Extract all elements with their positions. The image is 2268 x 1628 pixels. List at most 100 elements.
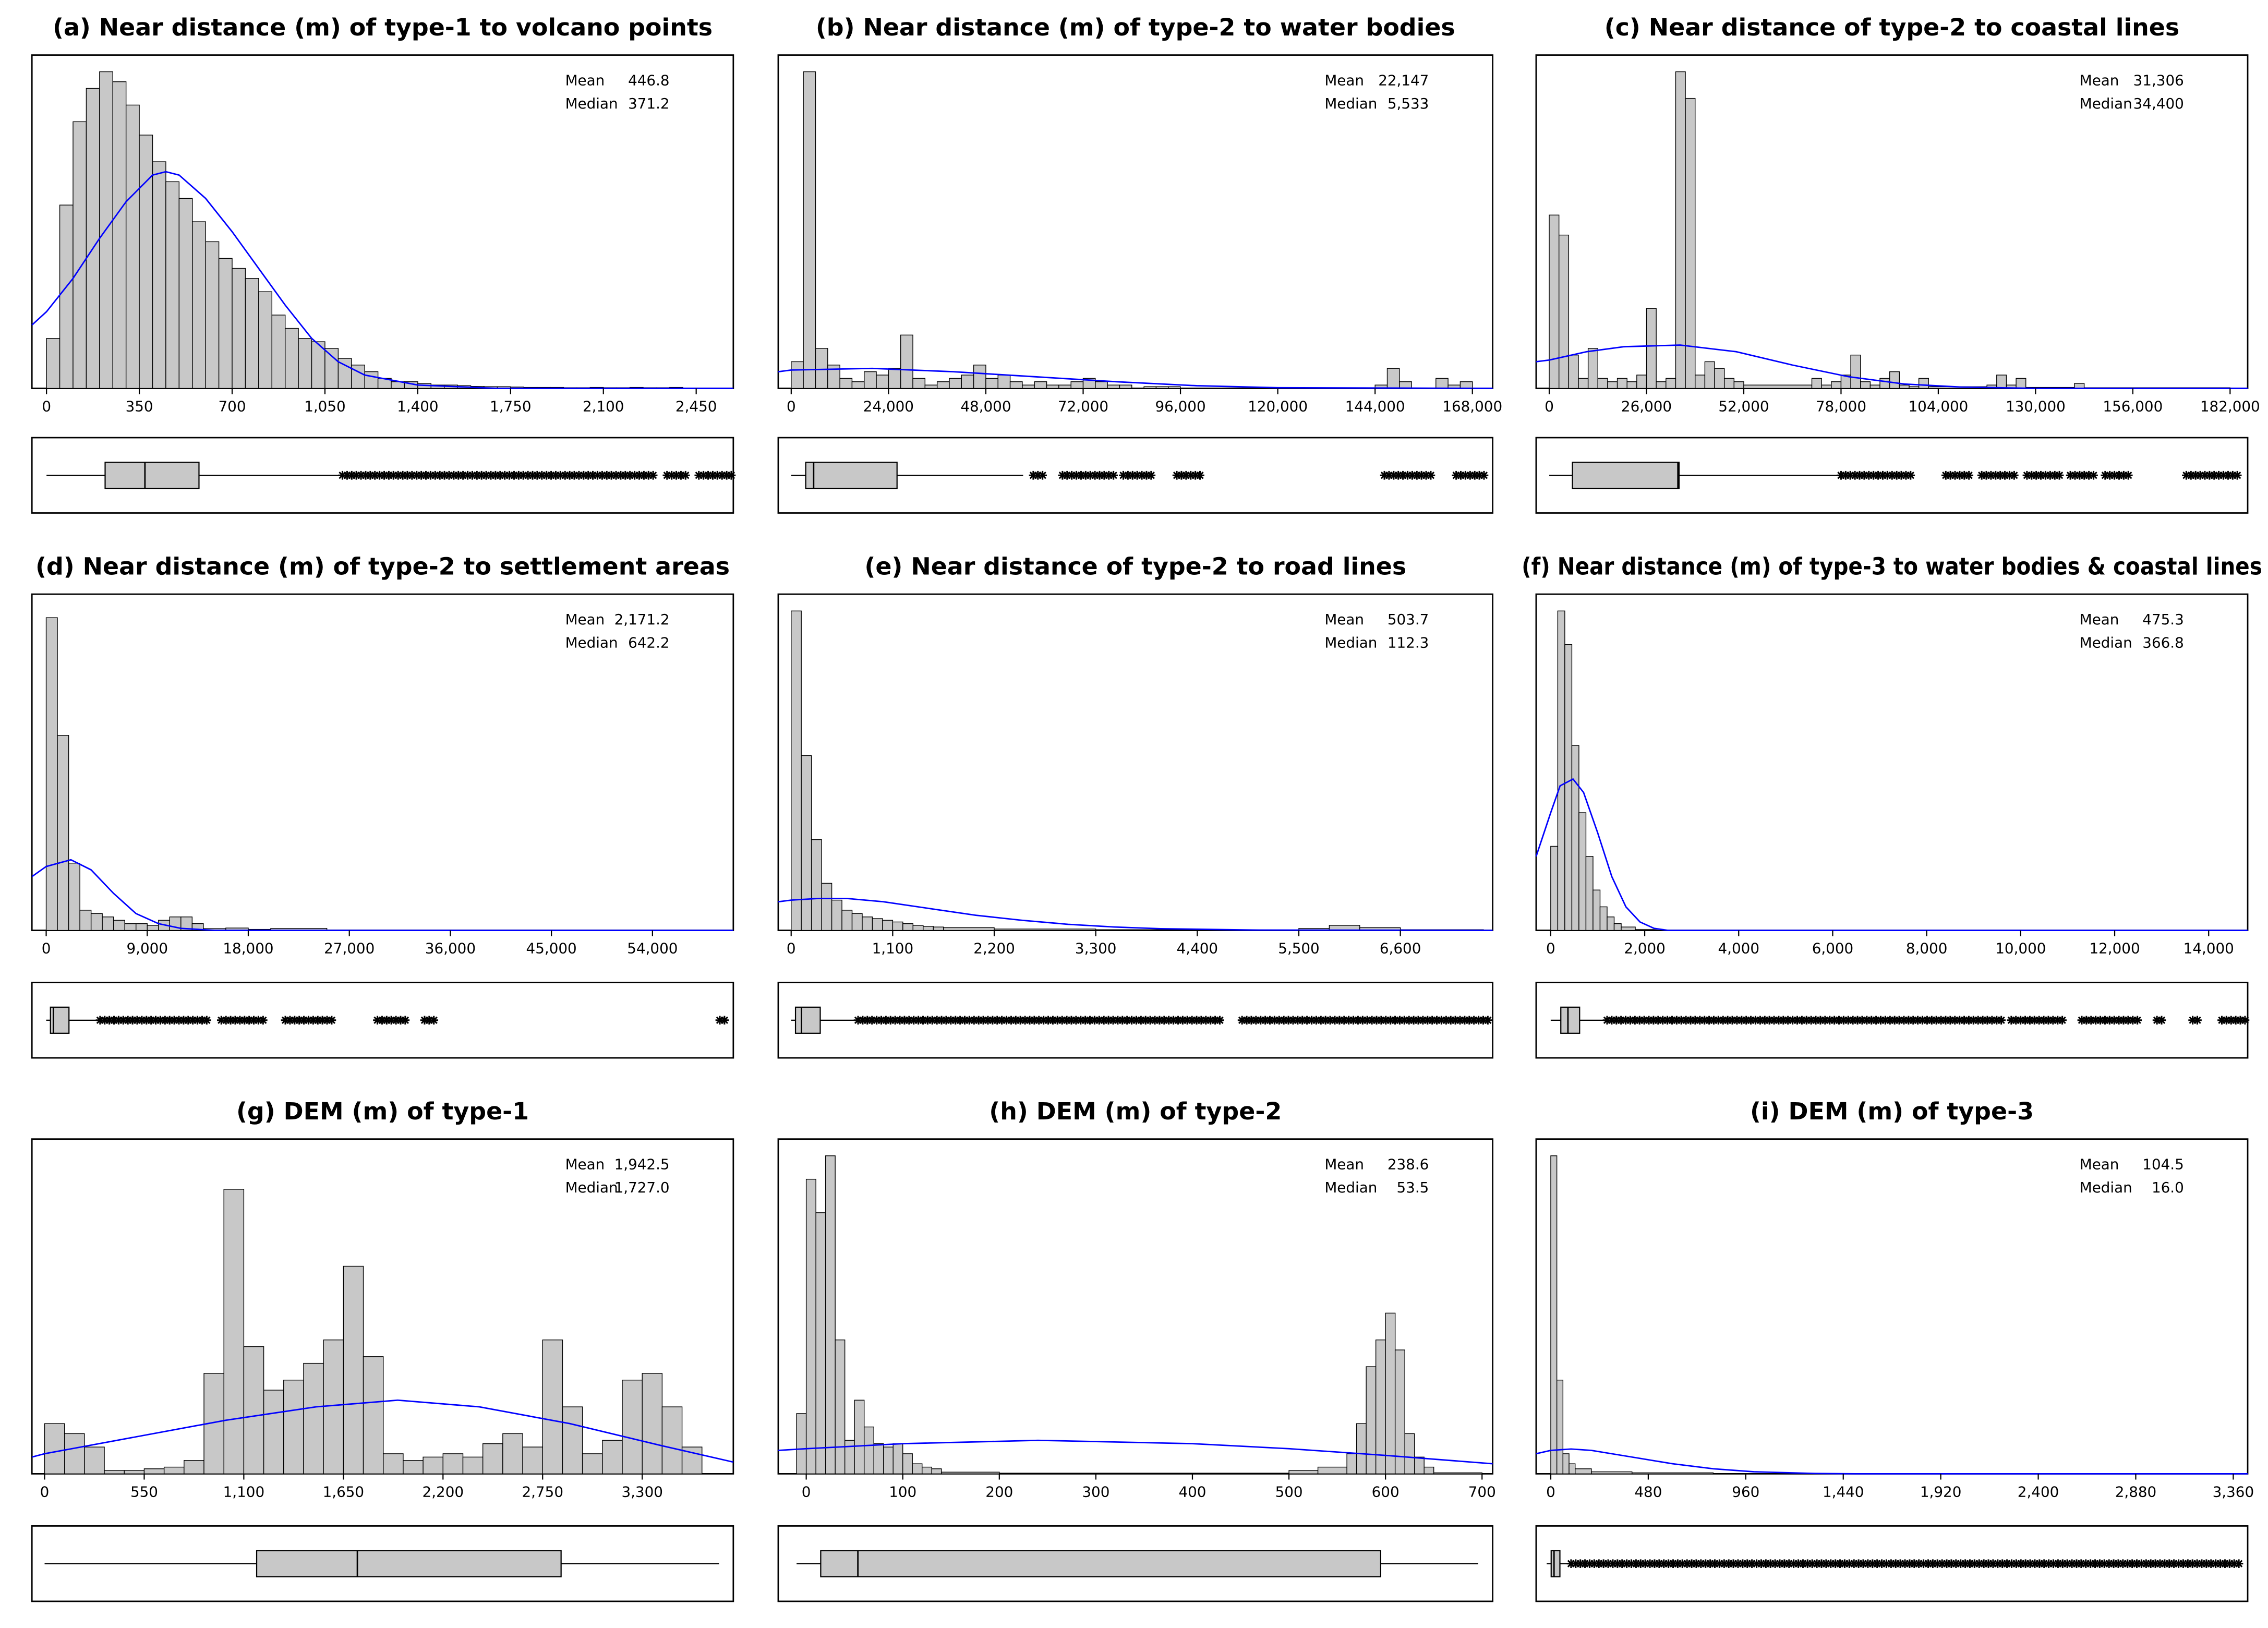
histogram-bar — [152, 161, 166, 389]
x-tick-label: 480 — [1634, 1484, 1662, 1501]
histogram-bar — [1811, 378, 1822, 389]
fit-curve — [778, 1439, 1493, 1465]
plot-frame — [1535, 1138, 2249, 1475]
stat-name: Median — [2080, 95, 2132, 112]
plot-frame — [777, 54, 1493, 389]
histogram-bar — [1578, 378, 1589, 389]
histogram-bar — [298, 338, 312, 389]
x-tick-label: 0 — [1545, 398, 1554, 415]
histogram-bar — [205, 241, 220, 389]
panel-title: (g) DEM (m) of type-1 — [236, 1097, 529, 1125]
panel-title: (a) Near distance (m) of type-1 to volca… — [53, 13, 713, 41]
histogram-bar — [1556, 1380, 1564, 1475]
histogram-bar — [1626, 381, 1637, 389]
histogram-bar — [912, 925, 924, 931]
x-tick-label: 2,450 — [675, 398, 717, 415]
stat-name: Median — [2080, 634, 2132, 652]
fit-curve — [1536, 1448, 2248, 1475]
x-tick-label: 4,400 — [1177, 940, 1219, 957]
x-tick-label: 100 — [889, 1484, 916, 1501]
histogram-bar — [79, 910, 92, 931]
x-tick-label: 400 — [1178, 1484, 1206, 1501]
histogram-bar — [403, 1460, 424, 1475]
histogram-bar — [125, 104, 140, 389]
histogram-bar — [1569, 1463, 1576, 1475]
histogram-bar — [892, 1443, 903, 1475]
stat-value: 104.5 — [2142, 1156, 2184, 1173]
histogram-bar — [931, 1468, 942, 1475]
histogram-bar — [883, 1446, 894, 1475]
outliers — [694, 471, 736, 480]
histogram-bar — [90, 913, 103, 931]
stat-name: Median — [565, 1179, 618, 1196]
outliers — [2022, 471, 2064, 480]
x-tick-label: 182,000 — [2200, 398, 2260, 415]
histogram-bar — [104, 1470, 125, 1475]
x-tick-label: 54,000 — [627, 940, 678, 957]
histogram-bar — [1666, 378, 1676, 389]
histogram-bar — [1860, 381, 1871, 389]
histogram-bar — [64, 1433, 85, 1475]
x-tick-label: 144,000 — [1345, 398, 1405, 415]
x-tick-label: 24,000 — [863, 398, 914, 415]
x-tick-label: 1,750 — [490, 398, 532, 415]
x-tick-label: 156,000 — [2103, 398, 2163, 415]
histogram-bar — [1435, 378, 1449, 389]
histogram-bar — [243, 1346, 264, 1475]
x-tick-label: 3,300 — [621, 1484, 663, 1501]
histogram-bar — [1564, 644, 1573, 931]
x-tick-label: 45,000 — [526, 940, 577, 957]
outliers — [373, 1016, 410, 1025]
x-tick-label: 104,000 — [1909, 398, 1969, 415]
histogram-bar — [864, 371, 877, 389]
histogram-bar — [1821, 384, 1832, 389]
stat-value: 642.2 — [628, 634, 670, 652]
histogram-bar — [1119, 384, 1132, 389]
x-tick-label: 168,000 — [1442, 398, 1502, 415]
outliers — [1452, 471, 1489, 480]
outliers — [338, 471, 658, 480]
outliers — [1602, 1016, 2006, 1025]
histogram-bar — [1058, 384, 1071, 389]
x-tick-label: 1,440 — [1823, 1484, 1864, 1501]
histogram-bar — [796, 1413, 807, 1475]
histogram-bar — [922, 1466, 932, 1475]
histogram-bar — [163, 1466, 185, 1475]
histogram-bar — [462, 1456, 484, 1475]
histogram-bar — [73, 121, 87, 389]
x-tick-label: 0 — [40, 1484, 50, 1501]
histogram-bar — [1704, 361, 1715, 389]
histogram-bar — [805, 1178, 816, 1475]
box — [1550, 1550, 1561, 1577]
outliers — [1119, 471, 1156, 480]
outliers — [2077, 1016, 2142, 1025]
x-tick-label: 0 — [1546, 940, 1555, 957]
histogram-bar — [811, 839, 822, 931]
box — [256, 1550, 562, 1577]
histogram-bar — [1143, 386, 1157, 389]
x-tick-label: 1,100 — [872, 940, 913, 957]
histogram-bar — [1996, 375, 2007, 389]
histogram-bar — [1317, 1466, 1347, 1475]
histogram-bar — [323, 1340, 344, 1475]
fit-curve — [778, 367, 1493, 389]
histogram-bar — [218, 258, 233, 389]
outliers — [1566, 1559, 2243, 1568]
histogram-bar — [423, 1456, 443, 1475]
histogram-bar — [2074, 383, 2085, 389]
box — [1572, 462, 1680, 489]
histogram-bar — [46, 338, 61, 389]
histogram-bar — [1356, 1423, 1367, 1475]
histogram-bar — [522, 1446, 543, 1475]
histogram-bar — [803, 71, 816, 389]
histogram-bar — [912, 378, 926, 389]
histogram-bar — [1714, 368, 1725, 389]
histogram-bar — [1918, 378, 1929, 389]
histogram-bar — [165, 181, 180, 389]
histogram-bar — [1879, 378, 1890, 389]
histogram-bar — [872, 918, 883, 931]
x-tick-label: 300 — [1082, 1484, 1109, 1501]
outliers — [1941, 471, 1974, 480]
